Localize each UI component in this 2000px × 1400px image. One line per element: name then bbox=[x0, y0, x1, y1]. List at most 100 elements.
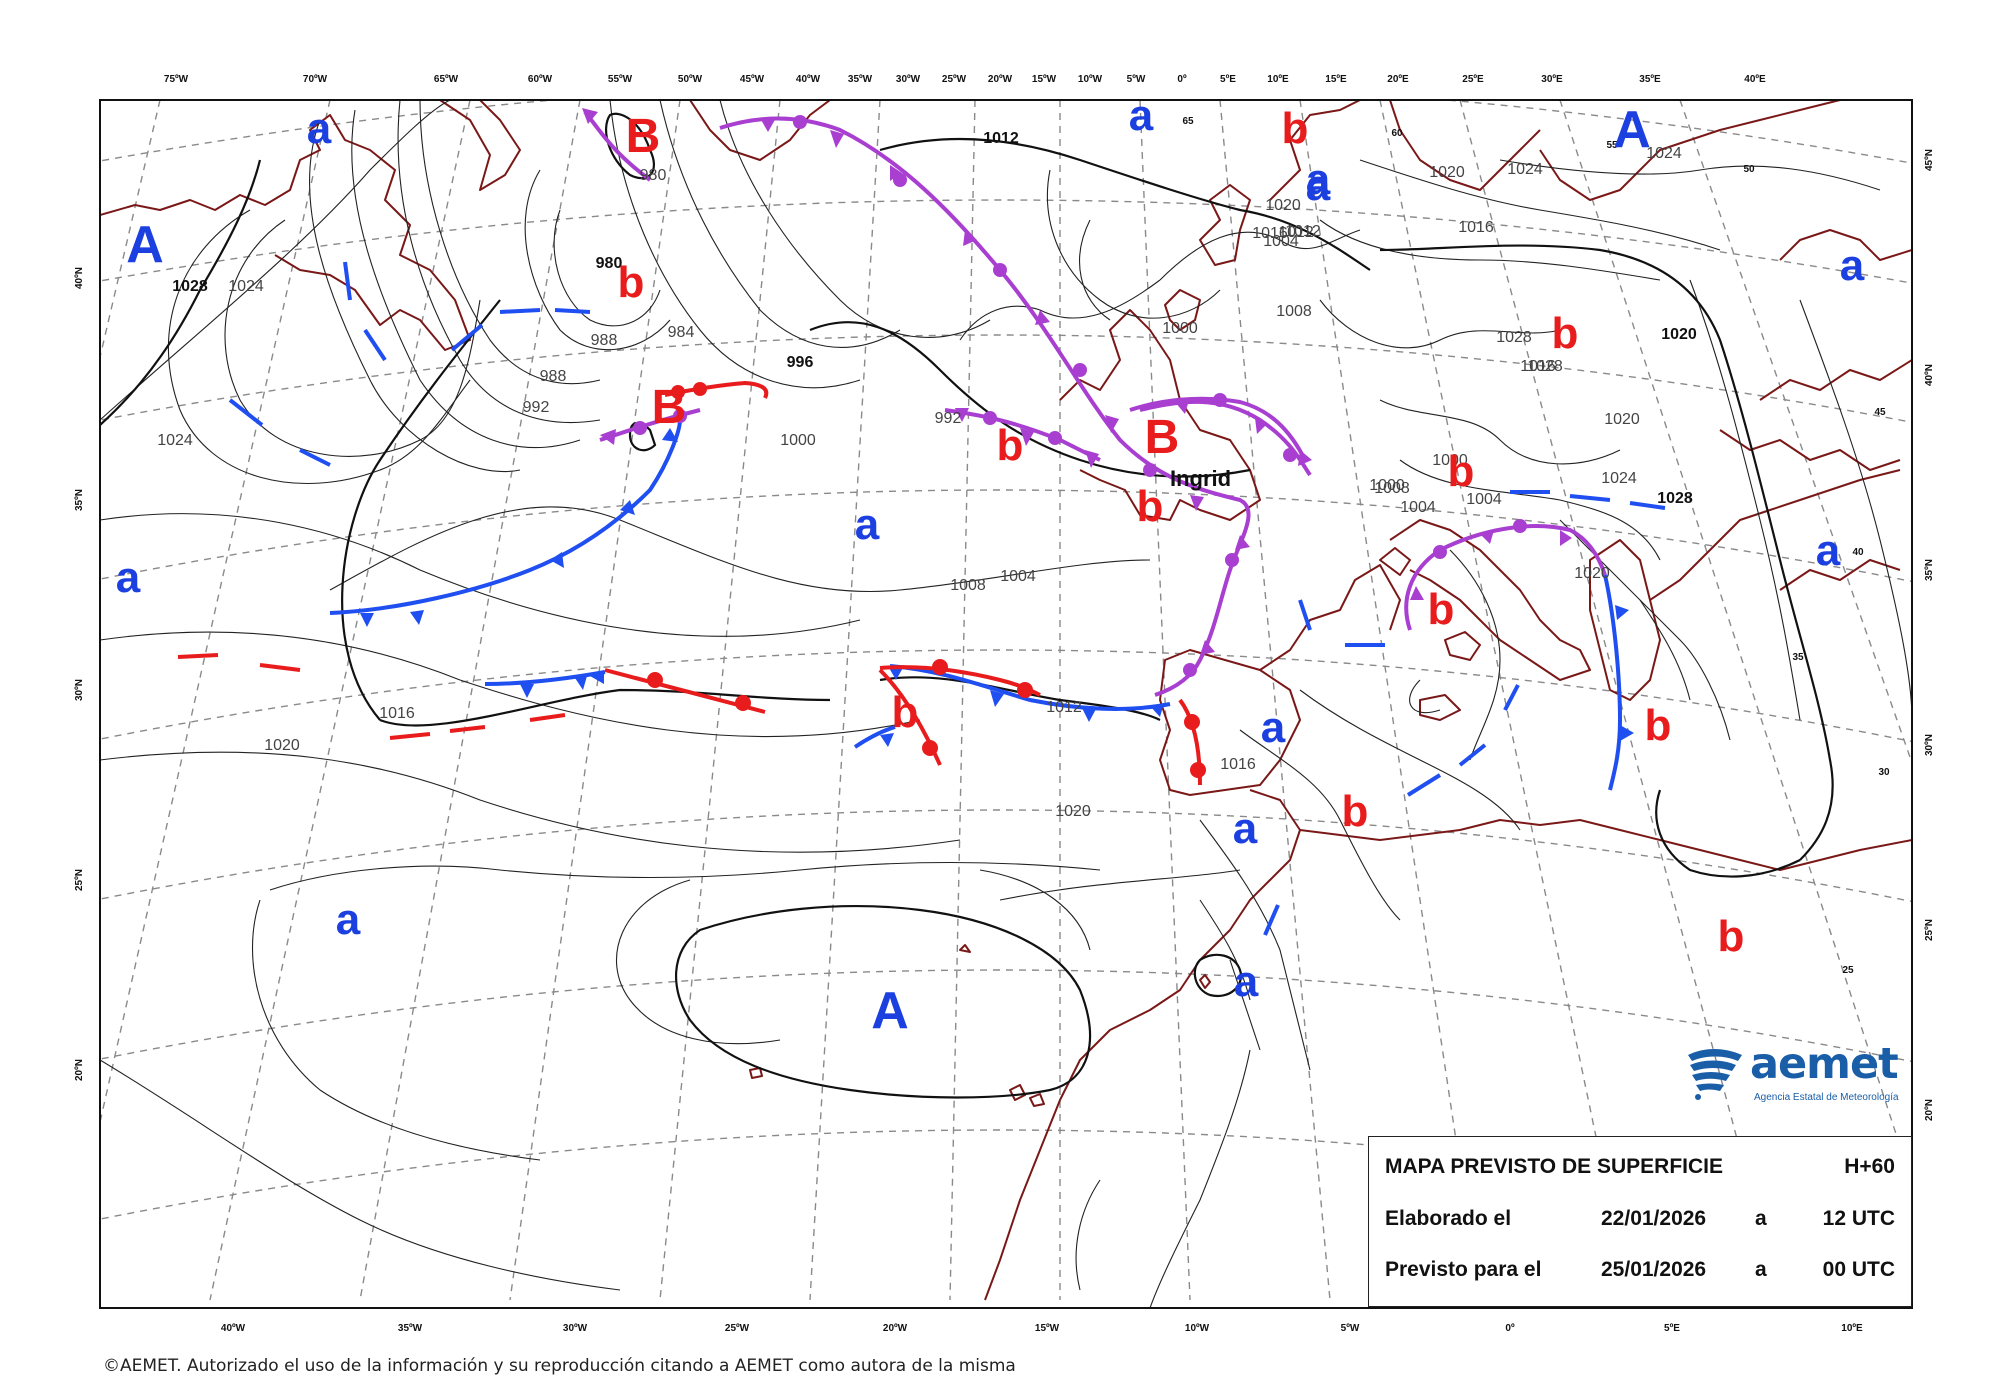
warm-front-2 bbox=[604, 668, 766, 714]
isobar-label: 984 bbox=[668, 324, 695, 341]
lon-label-top: 5ºW bbox=[1127, 74, 1146, 85]
pressure-centre-relative-high: a bbox=[1129, 91, 1154, 140]
legend-valid-row: Previsto para el 25/01/2026 a 00 UTC bbox=[1385, 1258, 1895, 1286]
pressure-centre-low: B bbox=[626, 110, 661, 163]
occluded-front-2 bbox=[719, 115, 1251, 697]
legend-elaborated-row: Elaborado el 22/01/2026 a 12 UTC bbox=[1385, 1207, 1895, 1235]
lon-label-top: 15ºE bbox=[1325, 74, 1347, 85]
inner-lat-label: 65 bbox=[1182, 116, 1194, 127]
lon-label-top: 30ºW bbox=[896, 74, 921, 85]
pressure-centre-relative-high: a bbox=[1261, 703, 1286, 752]
valid-time: 00 UTC bbox=[1822, 1258, 1895, 1281]
pressure-centre-relative-high: a bbox=[116, 553, 141, 602]
lon-label-bottom: 25ºW bbox=[725, 1323, 750, 1334]
elaborated-date: 22/01/2026 bbox=[1601, 1207, 1707, 1230]
lon-label-top: 35ºE bbox=[1639, 74, 1661, 85]
lat-label-left: 40ºN bbox=[74, 267, 85, 289]
pressure-centre-relative-low: b bbox=[892, 688, 919, 737]
pressure-centre-relative-low: b bbox=[1342, 787, 1369, 836]
lon-label-top: 30ºE bbox=[1541, 74, 1563, 85]
copyright-credit: ©AEMET. Autorizado el uso de la informac… bbox=[103, 1356, 1016, 1376]
isobar-label: 1008 bbox=[1276, 303, 1312, 320]
isobar-label: 1024 bbox=[1601, 470, 1637, 487]
inner-lat-label: 40 bbox=[1852, 547, 1864, 558]
isobar-label: 1004 bbox=[1263, 233, 1299, 250]
lat-label-left: 30ºN bbox=[74, 679, 85, 701]
valid-date: 25/01/2026 bbox=[1601, 1258, 1707, 1281]
isobar-label: 1016 bbox=[1220, 756, 1256, 773]
isobar-label: 1028 bbox=[1527, 358, 1563, 375]
pressure-centre-low: B bbox=[1145, 411, 1180, 464]
isobar-label: 996 bbox=[787, 354, 814, 371]
pressure-centre-relative-low: b bbox=[997, 421, 1024, 470]
inner-lat-label: 55 bbox=[1606, 140, 1618, 151]
warm-front-3 bbox=[879, 659, 1041, 698]
lon-label-bottom: 5ºE bbox=[1664, 1323, 1680, 1334]
elaborated-at: a bbox=[1755, 1207, 1767, 1230]
cold-front-2 bbox=[484, 670, 606, 698]
occluded-front-7 bbox=[1129, 396, 1312, 466]
trough-lines bbox=[177, 261, 1666, 936]
valid-label: Previsto para el bbox=[1385, 1258, 1542, 1281]
lon-label-top: 5ºE bbox=[1220, 74, 1236, 85]
lon-label-top: 50ºW bbox=[678, 74, 703, 85]
lon-label-bottom: 40ºW bbox=[221, 1323, 246, 1334]
lon-label-top: 15ºW bbox=[1032, 74, 1057, 85]
lon-label-bottom: 20ºW bbox=[883, 1323, 908, 1334]
inner-lat-label: 35 bbox=[1792, 652, 1804, 663]
isobar-label: 1028 bbox=[1657, 490, 1693, 507]
pressure-centre-relative-high: a bbox=[1306, 155, 1331, 204]
lon-label-top: 70ºW bbox=[303, 74, 328, 85]
pressure-centre-relative-low: b bbox=[1137, 482, 1164, 531]
inner-lat-label: 50 bbox=[1743, 164, 1755, 175]
lon-label-top: 40ºE bbox=[1744, 74, 1766, 85]
isobar-label: 992 bbox=[523, 399, 550, 416]
pressure-centre-relative-high: a bbox=[307, 104, 332, 153]
isobar-label: 1024 bbox=[157, 432, 193, 449]
lat-label-left: 35ºN bbox=[74, 489, 85, 511]
cold-front-5 bbox=[853, 725, 896, 749]
pressure-centre-relative-low: b bbox=[1448, 447, 1475, 496]
isobar-label: 1020 bbox=[1429, 164, 1465, 181]
isobar-label: 992 bbox=[935, 410, 962, 427]
lon-label-bottom: 15ºW bbox=[1035, 1323, 1060, 1334]
lon-label-top: 25ºW bbox=[942, 74, 967, 85]
lat-labels-left: 40ºN 35ºN 30ºN 25ºN 20ºN bbox=[74, 267, 85, 1081]
lon-label-top: 60ºW bbox=[528, 74, 553, 85]
pressure-centre-relative-high: a bbox=[1234, 957, 1259, 1006]
lon-label-top: 10ºE bbox=[1267, 74, 1289, 85]
pressure-centre-relative-low: b bbox=[618, 258, 645, 307]
isobar-label: 1000 bbox=[1432, 452, 1468, 469]
isobar-label: 1000 bbox=[1369, 477, 1405, 494]
inner-lat-label: 60 bbox=[1391, 128, 1403, 139]
lon-label-top: 35ºW bbox=[848, 74, 873, 85]
valid-at: a bbox=[1755, 1258, 1767, 1281]
map-frame bbox=[99, 99, 1913, 1309]
pressure-centre-high: A bbox=[1613, 101, 1651, 159]
pressure-centre-relative-high: a bbox=[855, 500, 880, 549]
isobar-label: 1008 bbox=[950, 577, 986, 594]
lon-label-bottom: 10ºE bbox=[1841, 1323, 1863, 1334]
inner-lat-label: 30 bbox=[1878, 767, 1890, 778]
isobar-label: 1012 bbox=[1046, 699, 1082, 716]
lon-label-top: 20ºW bbox=[988, 74, 1013, 85]
isobar-label: 1000 bbox=[1162, 320, 1198, 337]
map-legend: MAPA PREVISTO DE SUPERFICIE H+60 Elabora… bbox=[1368, 1136, 1912, 1307]
inner-lat-label: 25 bbox=[1842, 965, 1854, 976]
lon-label-bottom: 10ºW bbox=[1185, 1323, 1210, 1334]
occluded-front-4 bbox=[1139, 393, 1312, 477]
storm-name: Ingrid bbox=[1170, 466, 1231, 491]
elaborated-time: 12 UTC bbox=[1822, 1207, 1895, 1230]
aemet-logo: aemet Agencia Estatal de Meteorología bbox=[1684, 1039, 1914, 1115]
pressure-centre-relative-low: b bbox=[1428, 585, 1455, 634]
cold-front-1 bbox=[329, 419, 682, 627]
pressure-centre-high: A bbox=[871, 982, 909, 1040]
lon-label-top: 20ºE bbox=[1387, 74, 1409, 85]
lon-label-top: 0º bbox=[1177, 74, 1187, 85]
lon-label-bottom: 5ºW bbox=[1341, 1323, 1360, 1334]
isobar-label: 1020 bbox=[1574, 565, 1610, 582]
lon-label-top: 25ºE bbox=[1462, 74, 1484, 85]
pressure-centre-relative-high: a bbox=[1816, 526, 1841, 575]
isobar-label: 980 bbox=[640, 167, 667, 184]
isobar-label: 1000 bbox=[780, 432, 816, 449]
